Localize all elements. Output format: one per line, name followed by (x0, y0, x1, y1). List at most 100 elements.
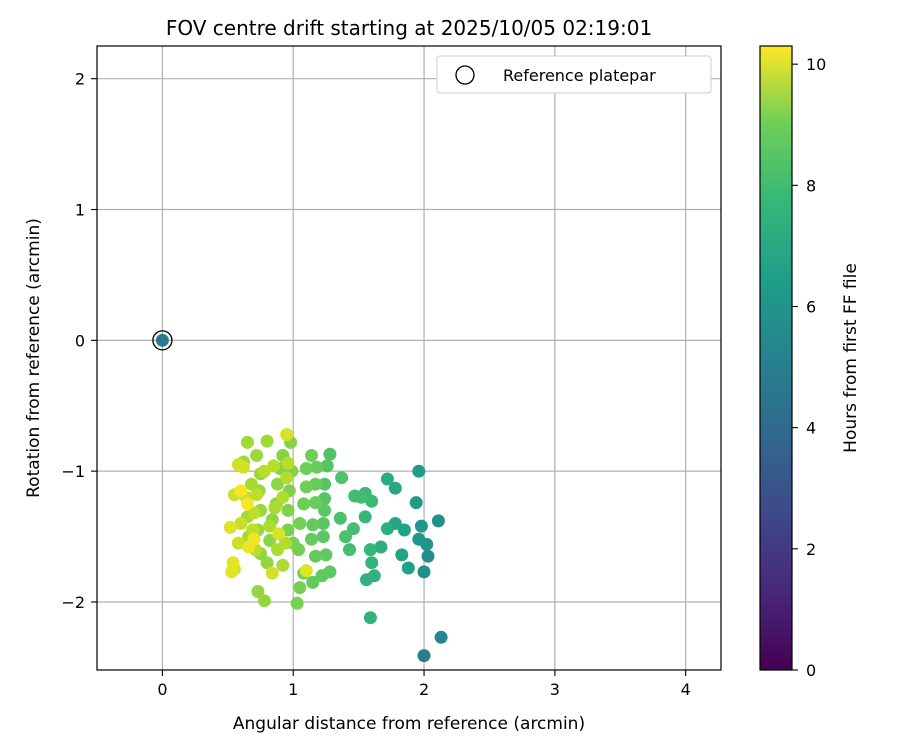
data-point (320, 459, 334, 473)
legend: Reference platepar (436, 55, 712, 94)
y-axis-label: Rotation from reference (arcmin) (24, 218, 44, 498)
data-point (417, 565, 431, 579)
data-point (305, 449, 318, 462)
colorbar-tick-label: 8 (806, 176, 816, 195)
data-point (244, 477, 258, 491)
data-point (281, 503, 295, 517)
data-point (276, 490, 290, 504)
data-point (240, 435, 254, 449)
data-point (348, 489, 362, 503)
data-point (306, 575, 320, 589)
colorbar-tick-label: 2 (806, 540, 816, 559)
data-point (397, 523, 411, 537)
data-point (280, 471, 294, 485)
data-point (417, 649, 431, 663)
data-point (380, 472, 394, 486)
reference-point-group (152, 330, 173, 351)
colorbar: 0 2 4 6 8 10 Hours from first FF file (759, 45, 861, 680)
data-point (374, 540, 388, 554)
data-point (299, 480, 313, 494)
data-point (272, 527, 286, 541)
data-point (318, 503, 332, 517)
data-point (293, 581, 307, 595)
y-tick-label: −1 (61, 462, 85, 481)
data-point (309, 496, 322, 510)
data-point (260, 434, 274, 448)
legend-label: Reference platepar (503, 66, 656, 85)
data-point (434, 630, 448, 644)
y-tick-label: 0 (75, 331, 85, 350)
data-point (247, 506, 261, 520)
colorbar-ticks: 0 2 4 6 8 10 (792, 55, 826, 680)
data-point (319, 548, 333, 562)
data-point (395, 548, 409, 562)
plot-frame (96, 45, 722, 671)
data-point (365, 556, 379, 570)
colorbar-tick-label: 4 (806, 419, 816, 438)
data-point (318, 477, 332, 491)
data-point (257, 594, 271, 608)
y-tick-label: 1 (75, 201, 85, 220)
data-point (333, 511, 347, 525)
colorbar-tick-label: 0 (806, 661, 816, 680)
data-point (276, 558, 290, 572)
data-point (299, 564, 313, 578)
data-point (335, 471, 349, 485)
data-point (363, 543, 377, 557)
data-point (265, 566, 279, 580)
data-point (281, 456, 295, 470)
data-point (280, 428, 294, 441)
data-point (412, 532, 426, 546)
y-tick-label: −2 (61, 593, 85, 612)
data-point (250, 488, 264, 502)
data-point (339, 530, 353, 544)
data-point (421, 549, 435, 563)
data-point (365, 494, 379, 508)
x-tick-label: 1 (288, 680, 298, 699)
data-point (360, 573, 373, 587)
grid-lines (97, 46, 721, 670)
data-point (343, 543, 356, 557)
data-point (323, 447, 337, 461)
chart-title: FOV centre drift starting at 2025/10/05 … (166, 16, 652, 40)
reference-platepar-marker (152, 330, 173, 351)
data-point (346, 522, 360, 536)
data-point (323, 565, 337, 579)
data-points (223, 428, 448, 663)
data-point (409, 496, 423, 510)
data-point (250, 449, 264, 462)
data-point (257, 464, 271, 478)
colorbar-tick-label: 10 (806, 55, 826, 74)
data-point (271, 477, 284, 491)
x-tick-label: 4 (681, 680, 691, 699)
data-point (260, 556, 274, 570)
data-point (306, 518, 320, 532)
colorbar-label: Hours from first FF file (841, 263, 861, 453)
data-point (290, 596, 304, 610)
data-point (305, 532, 318, 546)
data-point (263, 519, 277, 533)
reference-data-point (155, 333, 169, 347)
colorbar-tick-label: 6 (806, 298, 816, 317)
data-point (431, 514, 445, 528)
legend-marker (455, 65, 475, 85)
data-point (263, 534, 277, 547)
data-point (247, 532, 261, 546)
data-point (309, 549, 322, 563)
data-point (268, 501, 282, 515)
data-point (293, 517, 307, 530)
data-point (310, 460, 324, 474)
x-tick-label: 0 (157, 680, 167, 699)
x-tick-label: 3 (550, 680, 560, 699)
x-axis-ticks: 0 1 2 3 4 (157, 670, 691, 699)
data-point (240, 497, 254, 511)
data-point (231, 536, 245, 550)
data-point (223, 520, 237, 534)
data-point (388, 481, 402, 495)
y-axis-ticks: −2 −1 0 1 2 (61, 70, 97, 612)
y-tick-label: 2 (75, 70, 85, 89)
data-point (299, 462, 313, 475)
data-point (316, 530, 330, 544)
data-point (401, 561, 415, 575)
